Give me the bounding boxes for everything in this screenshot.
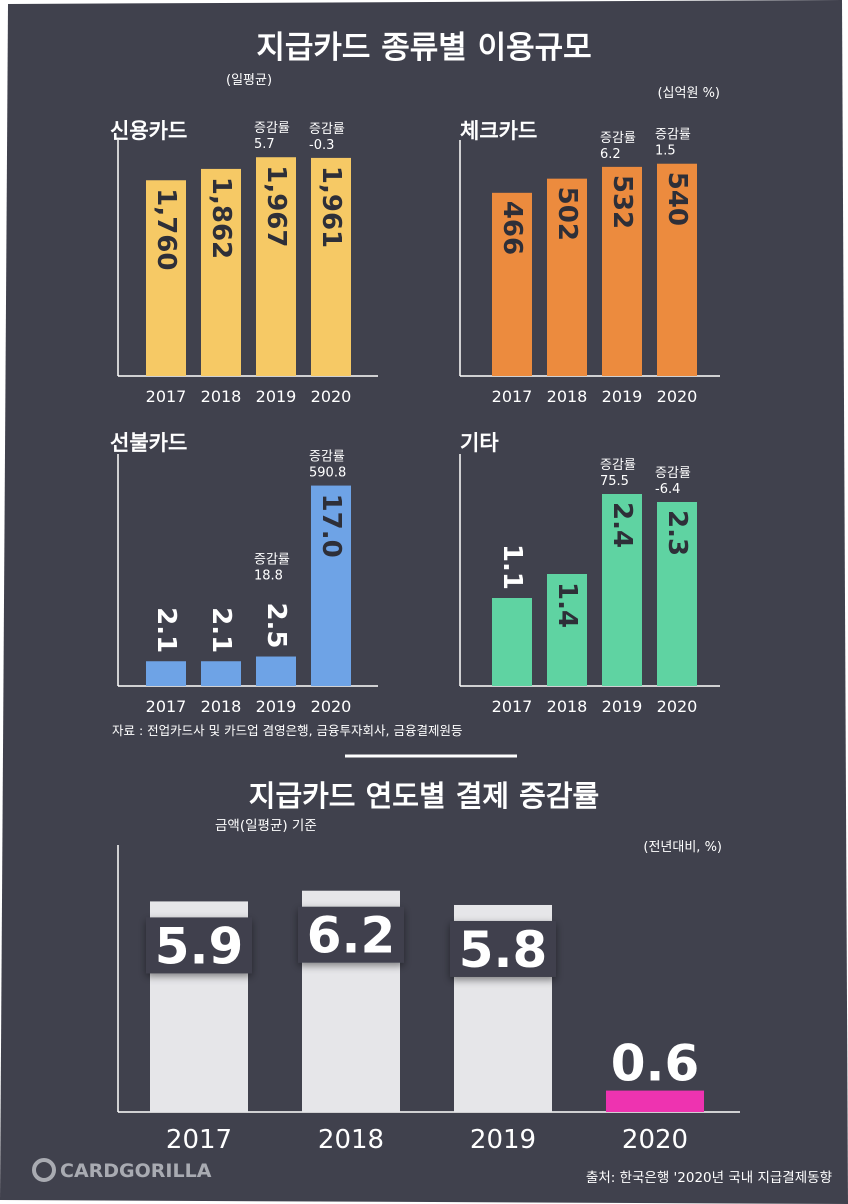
panel-title: 체크카드	[460, 119, 537, 143]
annual-growth-chart: 5.9 2017 6.2 2018 5.8 2019 0.6 2020	[117, 845, 740, 1155]
year-label: 2017	[146, 387, 187, 406]
year-label: 2017	[492, 697, 533, 716]
value-label: 540	[662, 172, 692, 226]
value-label: 2.4	[607, 502, 637, 548]
growth-value: 1.5	[655, 144, 676, 159]
value-label: 1,961	[316, 166, 346, 248]
bar-2018	[547, 574, 587, 686]
card-type-panels: 신용카드1,76020171,86220181,9672019증감률5.71,9…	[110, 119, 720, 716]
growth-value: 590.8	[309, 466, 346, 481]
growth-value: 18.8	[254, 569, 283, 584]
growth-label: 증감률	[655, 466, 691, 481]
bar-2020	[311, 485, 351, 686]
bar-2017	[146, 661, 186, 686]
year-label: 2019	[602, 387, 643, 406]
panel-check: 체크카드466201750220185322019증감률6.25402020증감…	[459, 119, 720, 406]
footer-source: 출처: 한국은행 '2020년 국내 지급결제동향	[586, 1170, 832, 1186]
panel-title: 기타	[460, 431, 499, 455]
year-label: 2019	[470, 1125, 536, 1155]
bar-2018	[201, 168, 241, 376]
value-label: 532	[607, 175, 637, 229]
bar-2019	[602, 166, 642, 376]
year-label: 2017	[492, 387, 533, 406]
value-label: 0.6	[611, 1035, 700, 1093]
year-label: 2018	[201, 697, 242, 716]
growth-label: 증감률	[655, 128, 691, 143]
main-title: 지급카드 종류별 이용규모	[256, 30, 591, 66]
bar-2019	[602, 494, 642, 686]
bottom-title: 지급카드 연도별 결제 증감률	[249, 779, 599, 813]
year-label: 2020	[622, 1125, 688, 1155]
main-subtitle: (일평균)	[226, 73, 272, 88]
panel-prepaid: 선불카드2.120172.120182.52019증감률18.817.02020…	[110, 431, 378, 716]
panel-credit: 신용카드1,76020171,86220181,9672019증감률5.71,9…	[110, 119, 378, 406]
bottom-unit-label: (전년대비, %)	[643, 840, 722, 855]
value-label: 466	[497, 201, 527, 255]
bar-2018	[201, 661, 241, 686]
value-label: 2.1	[151, 607, 181, 653]
value-label: 1,862	[206, 177, 236, 259]
year-label: 2020	[311, 697, 352, 716]
value-label: 1,967	[261, 165, 291, 247]
growth-label: 증감률	[254, 121, 290, 136]
bar-2019	[256, 157, 296, 376]
year-label: 2018	[547, 697, 588, 716]
value-label: 2.1	[206, 607, 236, 653]
year-label: 2020	[657, 387, 698, 406]
year-label: 2018	[201, 387, 242, 406]
growth-value: -6.4	[655, 482, 680, 497]
value-label: 6.2	[307, 907, 396, 965]
value-label: 502	[552, 187, 582, 241]
year-label: 2019	[602, 697, 643, 716]
year-label: 2017	[146, 697, 187, 716]
year-label: 2019	[256, 387, 297, 406]
gorilla-icon	[32, 1158, 56, 1182]
year-label: 2020	[311, 387, 352, 406]
year-label: 2018	[318, 1125, 384, 1155]
value-label: 2.5	[261, 602, 291, 648]
value-label: 5.8	[459, 921, 548, 979]
growth-value: 6.2	[600, 147, 621, 162]
growth-label: 증감률	[309, 450, 345, 465]
cardgorilla-logo: CARDGORILLA	[32, 1158, 212, 1182]
year-label: 2018	[547, 387, 588, 406]
year-label: 2020	[657, 697, 698, 716]
value-label: 2.3	[662, 510, 692, 556]
growth-value: 75.5	[600, 474, 629, 489]
bar-2020	[657, 502, 697, 686]
panel-title: 선불카드	[110, 431, 187, 455]
growth-label: 증감률	[600, 131, 636, 146]
bar-2017	[492, 192, 532, 376]
bar-2020	[606, 1090, 704, 1112]
bar-2017	[146, 180, 186, 376]
value-label-box	[450, 920, 556, 977]
bottom-subtitle: 금액(일평균) 기준	[215, 818, 317, 834]
value-label: 1.4	[552, 582, 582, 628]
logo-text: CARDGORILLA	[60, 1160, 212, 1182]
growth-value: -0.3	[309, 138, 334, 153]
unit-label: (십억원 %)	[657, 86, 720, 101]
growth-label: 증감률	[600, 458, 636, 473]
bar-2017	[492, 598, 532, 686]
growth-label: 증감률	[309, 122, 345, 137]
value-label: 5.9	[155, 917, 244, 975]
value-label: 17.0	[316, 494, 346, 558]
year-label: 2019	[256, 697, 297, 716]
panel-other: 기타1.120171.420182.42019증감률75.52.32020증감률…	[459, 431, 720, 716]
value-label: 1.1	[497, 544, 527, 590]
value-label-box	[146, 917, 252, 974]
growth-value: 5.7	[254, 137, 275, 152]
bar-2020	[657, 163, 697, 376]
panel-title: 신용카드	[110, 119, 187, 143]
year-label: 2017	[166, 1125, 232, 1155]
value-label: 1,760	[151, 188, 181, 270]
growth-label: 증감률	[254, 553, 290, 568]
bar-2019	[256, 656, 296, 686]
value-label-box	[298, 906, 404, 963]
bar-2020	[311, 157, 351, 376]
bar-2018	[547, 178, 587, 376]
source-note: 자료 : 전업카드사 및 카드업 겸영은행, 금융투자회사, 금융결제원등	[112, 723, 462, 738]
